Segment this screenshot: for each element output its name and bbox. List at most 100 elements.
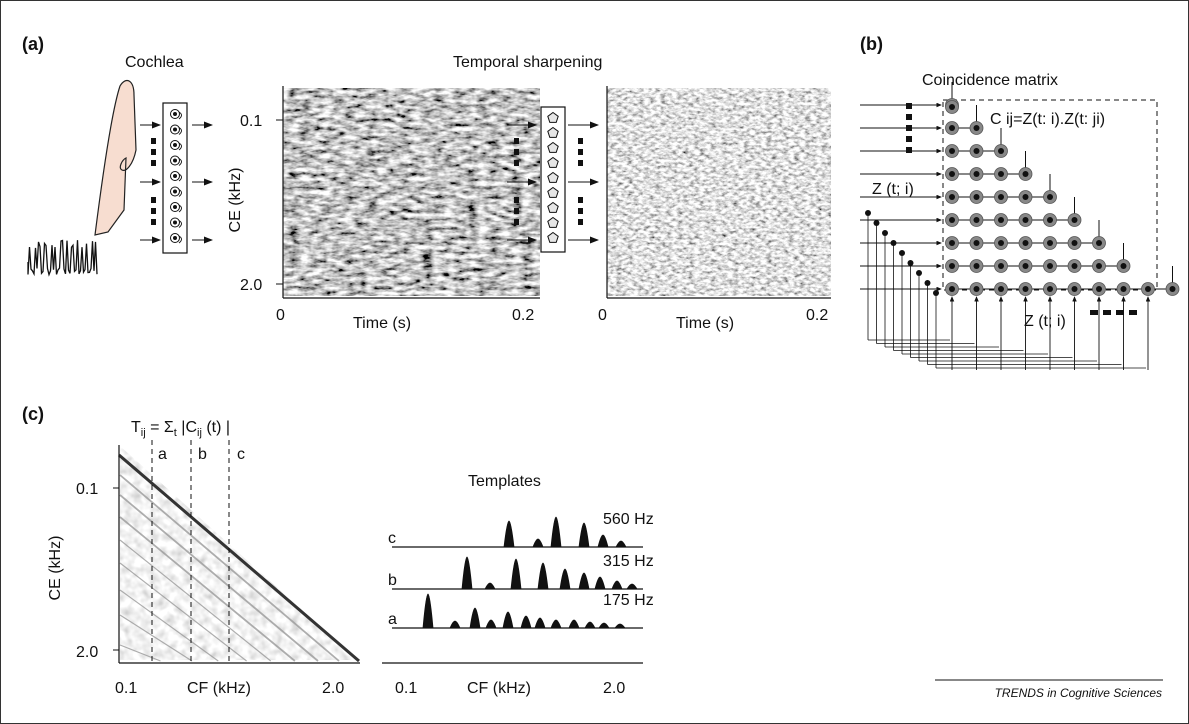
- template-matrix-plot: a b c 0.1 2.0 CE (kHz) 0.1 CF (kHz) 2.0: [47, 440, 360, 697]
- template-frequency: 175 Hz: [603, 592, 654, 609]
- input-signal: [27, 239, 98, 277]
- panel-c-label: (c): [22, 404, 44, 424]
- template-peak: [559, 568, 571, 590]
- templates-title: Templates: [468, 473, 541, 490]
- template-trace: a 175 Hz: [388, 592, 654, 629]
- sharpening-units: [547, 111, 559, 243]
- template-peak: [422, 593, 434, 629]
- sharpening-unit: [547, 141, 559, 153]
- sharpened-plot: 0 Time (s) 0.2: [598, 86, 831, 332]
- template-peak: [568, 619, 580, 629]
- y-tick-bottom: 2.0: [240, 277, 262, 294]
- template-peak: [532, 538, 544, 548]
- template-peak: [615, 540, 627, 548]
- template-peak: [485, 619, 497, 629]
- template-peak: [469, 607, 481, 629]
- cochlea-shape: [94, 79, 137, 236]
- dots-vertical: [514, 138, 519, 225]
- dots-horizontal: [1090, 310, 1137, 315]
- sharpening-unit: [547, 216, 559, 228]
- template-formula: Tij = Σt |Cij (t) |: [131, 419, 230, 439]
- waveform: [27, 239, 98, 277]
- template-label: b: [388, 572, 397, 589]
- templates-x-tick-start: 0.1: [395, 680, 417, 697]
- sharpening-unit: [547, 126, 559, 138]
- matrix-boundary: [942, 99, 1158, 291]
- marker-a: a: [158, 446, 167, 463]
- sharpening-unit: [547, 171, 559, 183]
- template-label: a: [388, 611, 397, 628]
- x-axis-label: Time (s): [676, 315, 734, 332]
- filter-bank: [162, 102, 188, 254]
- coincidence-matrix: [860, 82, 1180, 370]
- marker-b: b: [198, 446, 207, 463]
- template-peak: [484, 582, 496, 590]
- template-peak: [461, 556, 473, 590]
- panel-b-label: (b): [860, 34, 883, 54]
- template-peak: [578, 522, 590, 548]
- x-axis-label: CF (kHz): [187, 680, 251, 697]
- templates-plot: c 560 Hz b 315 Hz a 175 Hz: [388, 511, 654, 629]
- marker-c: c: [237, 446, 245, 463]
- template-frequency: 315 Hz: [603, 553, 654, 570]
- main-diagonal: [118, 453, 360, 663]
- template-peak: [510, 558, 522, 590]
- template-peak: [534, 617, 546, 629]
- x-tick-end: 0.2: [806, 307, 828, 324]
- cochleagram-image: [283, 88, 540, 296]
- template-label: c: [388, 530, 396, 547]
- templates-x-axis-label: CF (kHz): [467, 680, 531, 697]
- coincidence-formula: C ij=Z(t: i).Z(t: ji): [990, 111, 1105, 128]
- sharpening-unit: [547, 201, 559, 213]
- template-peak: [594, 576, 606, 590]
- y-tick-top: 0.1: [240, 113, 262, 130]
- template-peak: [520, 615, 532, 629]
- template-peak: [597, 534, 609, 548]
- sharpening-unit: [547, 231, 559, 243]
- template-peak: [614, 623, 626, 629]
- cochlea-title: Cochlea: [125, 54, 184, 71]
- y-axis-label: CE (kHz): [47, 536, 64, 601]
- template-peak: [550, 516, 562, 548]
- dots-vertical: [578, 138, 583, 225]
- template-trace: c 560 Hz: [388, 511, 654, 548]
- template-peak: [611, 580, 623, 590]
- upper-triangle-mask: [120, 446, 360, 662]
- x-tick-start: 0.1: [115, 680, 137, 697]
- template-peak: [502, 611, 514, 629]
- template-peak: [537, 562, 549, 590]
- sharpening-title: Temporal sharpening: [453, 54, 602, 71]
- x-tick-end: 0.2: [512, 307, 534, 324]
- template-peak: [598, 622, 610, 629]
- filter-units: [170, 109, 182, 244]
- panel-a-label: (a): [22, 34, 44, 54]
- template-peak: [626, 583, 638, 590]
- template-peak: [584, 621, 596, 629]
- sharpening-unit: [547, 111, 559, 123]
- input-left-label: Z (t; i): [872, 181, 914, 198]
- x-tick-start: 0: [276, 307, 285, 324]
- y-axis-label: CE (kHz): [227, 168, 244, 233]
- x-tick-end: 2.0: [322, 680, 344, 697]
- templates-x-tick-end: 2.0: [603, 680, 625, 697]
- sharpening-unit: [547, 156, 559, 168]
- x-axis-label: Time (s): [353, 315, 411, 332]
- cochleagram-plot: 0.1 2.0 CE (kHz) 0 Time (s) 0.2: [227, 86, 540, 332]
- template-peak: [449, 620, 461, 629]
- footer-credit: TRENDS in Cognitive Sciences: [995, 686, 1162, 700]
- template-peak: [550, 619, 562, 629]
- template-frequency: 560 Hz: [603, 511, 654, 528]
- diagonal-lines: [119, 474, 340, 662]
- y-tick-bottom: 2.0: [76, 644, 98, 661]
- coincidence-title: Coincidence matrix: [922, 72, 1058, 89]
- y-tick-top: 0.1: [76, 481, 98, 498]
- sharpened-image: [607, 88, 831, 296]
- x-tick-start: 0: [598, 307, 607, 324]
- sharpening-unit: [547, 186, 559, 198]
- dots-vertical: [151, 138, 156, 225]
- template-peak: [578, 572, 590, 590]
- input-bottom-label: Z (t; i): [1024, 313, 1066, 330]
- template-trace: b 315 Hz: [388, 553, 654, 590]
- template-peak: [503, 520, 515, 548]
